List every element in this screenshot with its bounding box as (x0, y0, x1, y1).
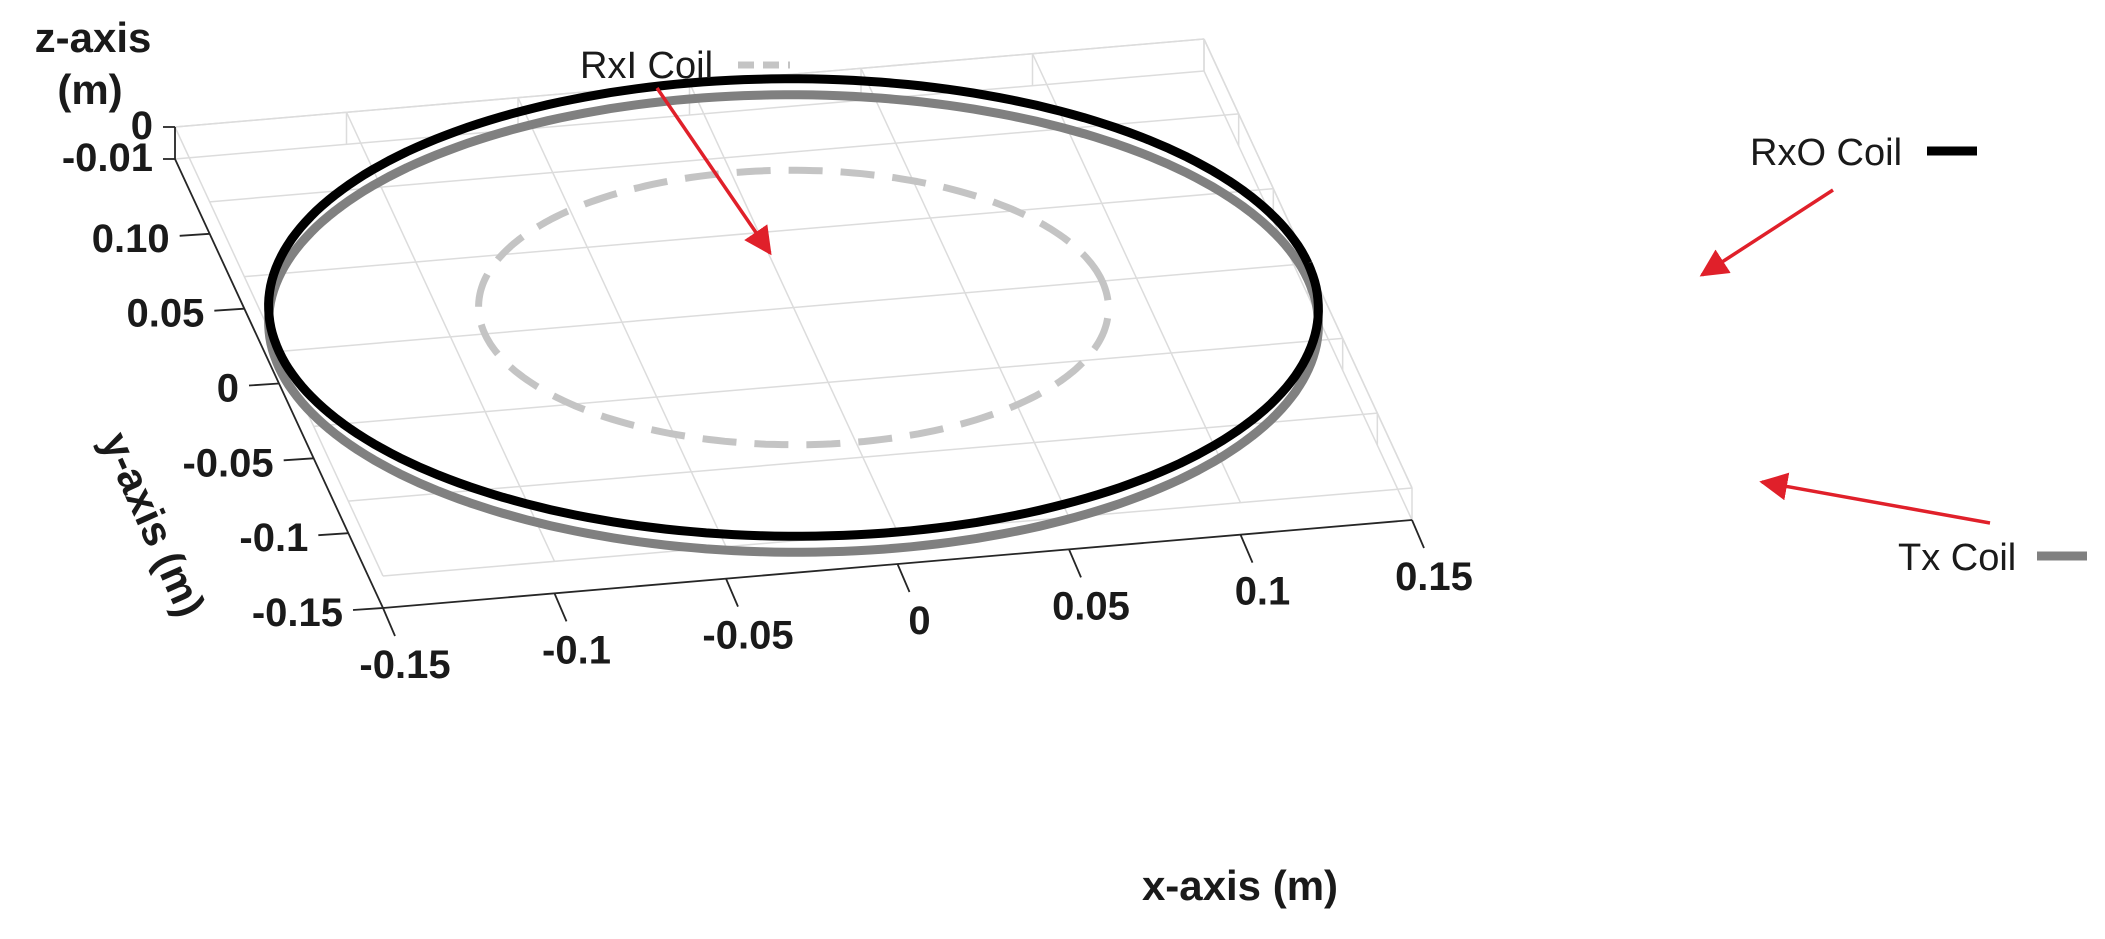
series-rxo-coil (264, 74, 1323, 541)
legend-entry-tx-coil: Tx Coil (1898, 537, 2087, 579)
x-tick-label-2: -0.05 (702, 614, 793, 658)
grid (174, 38, 1413, 577)
y-tick-mark-1 (318, 532, 349, 537)
x-axis-label: x-axis (m) (1142, 862, 1338, 909)
grid-line-z-right-0 (1203, 70, 1413, 521)
x-tick-label-5: 0.1 (1235, 570, 1291, 614)
legend-label-tx-coil: Tx Coil (1898, 537, 2016, 579)
legend-label-rxo-coil: RxO Coil (1750, 132, 1902, 174)
x-tick-mark-0 (382, 607, 396, 637)
y-tick-label-2: -0.05 (182, 441, 273, 485)
annotation-arrows (655, 87, 1991, 525)
grid-line-z-back-0 (174, 70, 1205, 160)
tick-labels: -0.15 -0.1 -0.05 0 0.05 0.1 0.15 -0.15 -0.1 -0.05… (62, 104, 1473, 687)
y-tick-mark-2 (283, 457, 314, 462)
z-tick-label-1: 0 (131, 104, 153, 148)
x-tick-mark-4 (1068, 548, 1082, 578)
arrow-to-rxo-coil (1699, 188, 1834, 277)
legend: RxI Coil RxO Coil Tx Coil (580, 45, 2087, 579)
x-tick-label-4: 0.05 (1052, 584, 1130, 628)
grid-line-y-3 (278, 262, 1309, 353)
arrow-to-rxi-coil (655, 87, 772, 256)
y-tick-mark-4 (214, 307, 245, 312)
grid-line-y-4 (244, 187, 1274, 278)
x-tick-mark-2 (725, 578, 739, 608)
x-tick-mark-1 (553, 592, 568, 622)
x-tick-label-3: 0 (908, 599, 930, 643)
arrow-to-tx-coil (1759, 472, 1991, 525)
x-tick-label-0: -0.15 (359, 643, 450, 687)
series-rxi-coil (475, 166, 1112, 449)
y-tick-mark-0 (352, 607, 384, 611)
legend-label-rxi-coil: RxI Coil (580, 45, 713, 87)
x-tick-mark-5 (1239, 534, 1254, 564)
z-axis-label-line-1: z-axis (35, 14, 152, 61)
z-tick-label-0: -0.01 (62, 136, 153, 180)
grid-line-y-1 (348, 412, 1378, 502)
y-tick-label-5: 0.10 (92, 217, 170, 261)
series (264, 74, 1323, 557)
legend-entry-rxi-coil: RxI Coil (580, 45, 790, 87)
y-tick-label-3: 0 (217, 367, 239, 411)
x-tick-mark-3 (896, 563, 911, 593)
x-tick-label-1: -0.1 (542, 628, 611, 672)
x-tick-mark-6 (1411, 519, 1425, 549)
y-tick-mark-5 (179, 232, 210, 237)
legend-entry-rxo-coil: RxO Coil (1750, 132, 1977, 174)
x-tick-label-6: 0.15 (1395, 555, 1473, 599)
y-tick-label-0: -0.15 (252, 591, 343, 635)
y-tick-mark-3 (248, 382, 280, 387)
grid-line-y-2 (313, 337, 1343, 428)
series-tx-coil (264, 90, 1323, 557)
z-axis-label-line-2: (m) (57, 66, 122, 113)
y-tick-label-4: 0.05 (126, 292, 204, 336)
y-tick-label-1: -0.1 (239, 516, 308, 560)
